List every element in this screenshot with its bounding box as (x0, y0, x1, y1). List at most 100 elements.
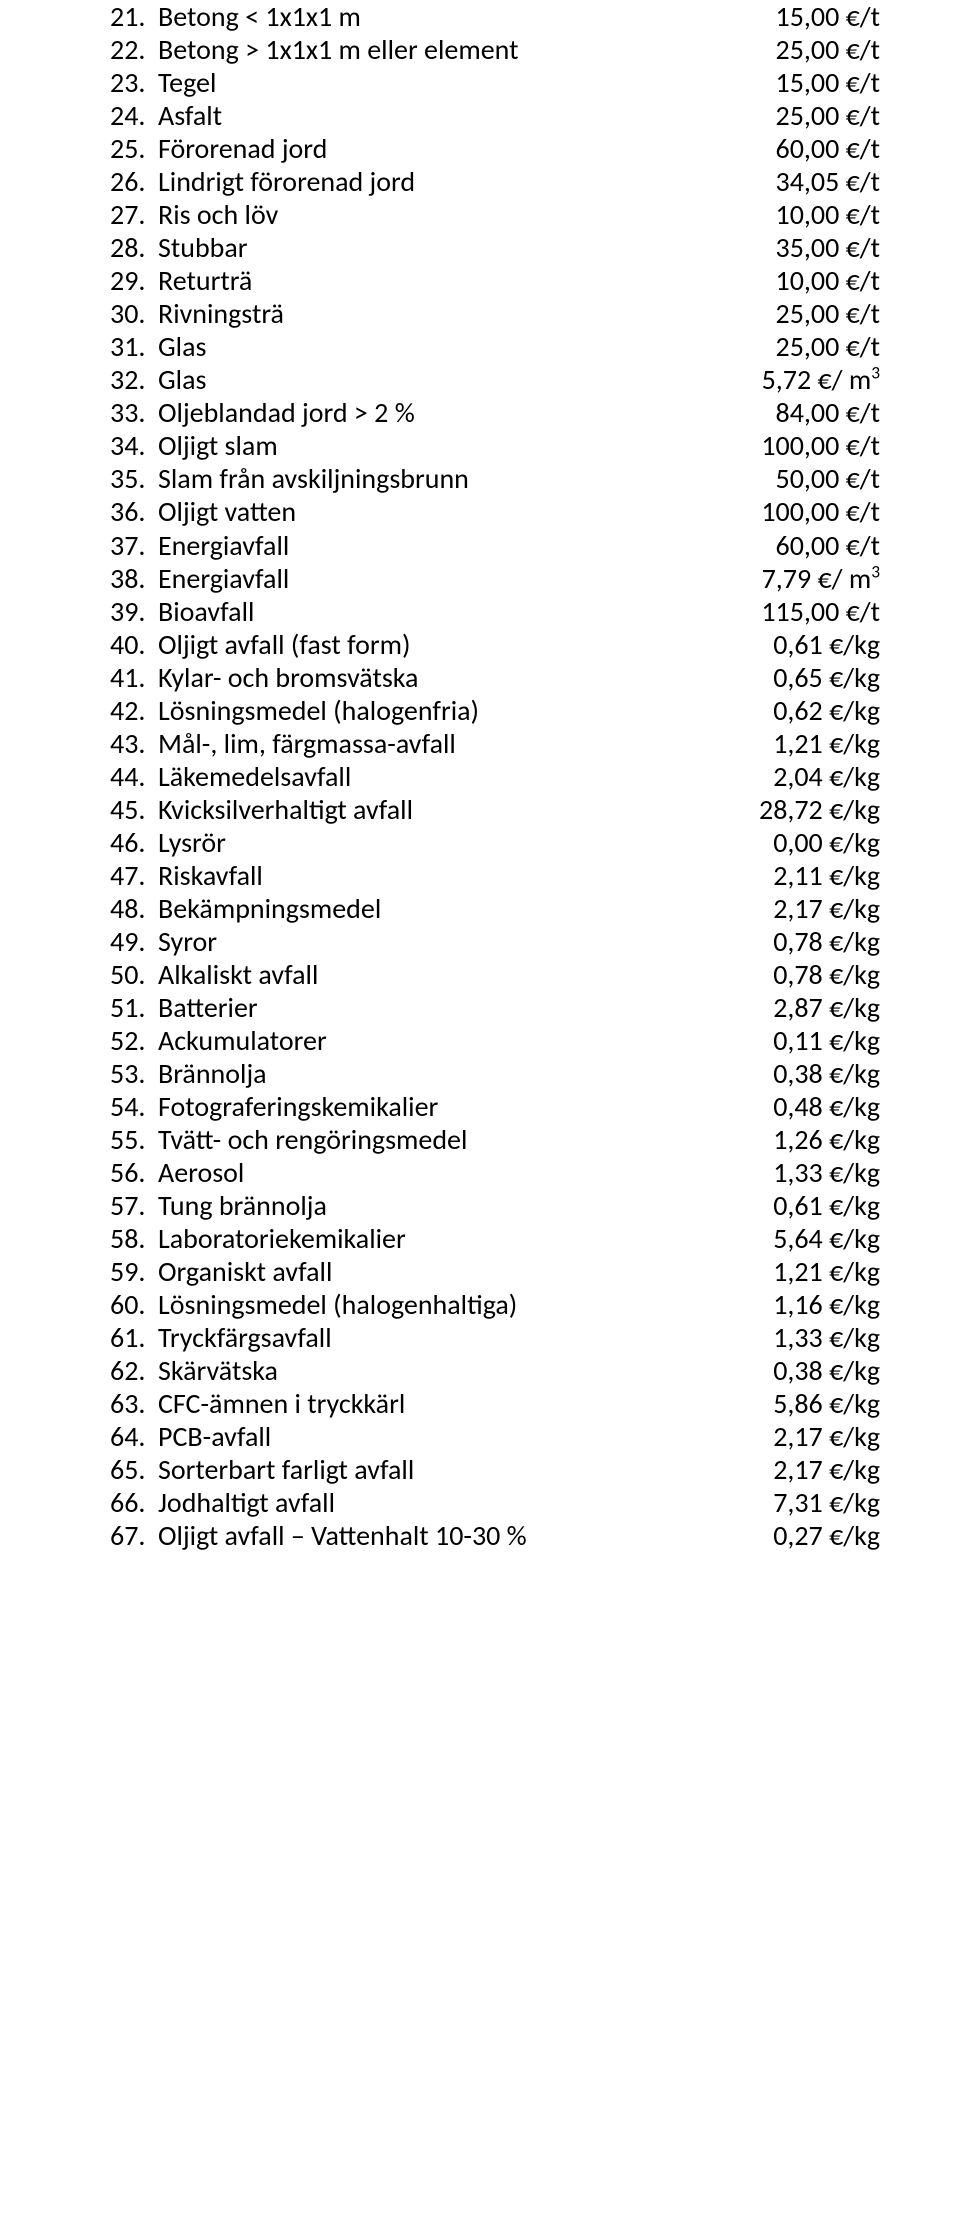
row-label: Alkaliskt avfall (158, 958, 318, 991)
row-number: 53. (110, 1057, 158, 1090)
row-price: 0,62 €/kg (773, 694, 880, 727)
row-label: Betong < 1x1x1 m (158, 0, 361, 33)
row-price: 1,33 €/kg (773, 1156, 880, 1189)
row-left: 44.Läkemedelsavfall (110, 760, 351, 793)
row-left: 42.Lösningsmedel (halogenfria) (110, 694, 479, 727)
row-left: 59.Organiskt avfall (110, 1255, 332, 1288)
row-left: 60.Lösningsmedel (halogenhaltiga) (110, 1288, 517, 1321)
row-left: 48.Bekämpningsmedel (110, 892, 381, 925)
row-left: 32.Glas (110, 363, 206, 396)
row-number: 63. (110, 1387, 158, 1420)
row-price: 100,00 €/t (761, 429, 880, 462)
row-label: Jodhaltigt avfall (158, 1486, 335, 1519)
row-label: PCB-avfall (158, 1420, 271, 1453)
row-label: Ackumulatorer (158, 1024, 327, 1057)
row-price: 25,00 €/t (776, 297, 880, 330)
price-row: 47.Riskavfall2,11 €/kg (110, 859, 880, 892)
row-number: 62. (110, 1354, 158, 1387)
row-price: 2,17 €/kg (773, 1420, 880, 1453)
row-number: 61. (110, 1321, 158, 1354)
row-number: 38. (110, 562, 158, 595)
price-row: 26.Lindrigt förorenad jord34,05 €/t (110, 165, 880, 198)
row-price: 84,00 €/t (776, 396, 880, 429)
row-left: 54.Fotograferingskemikalier (110, 1090, 438, 1123)
price-row: 29.Returträ 10,00 €/t (110, 264, 880, 297)
row-left: 26.Lindrigt förorenad jord (110, 165, 415, 198)
row-left: 34.Oljigt slam (110, 429, 278, 462)
row-label: CFC-ämnen i tryckkärl (158, 1387, 405, 1420)
price-row: 31.Glas25,00 €/t (110, 330, 880, 363)
price-row: 37.Energiavfall60,00 €/t (110, 529, 880, 562)
row-label: Glas (158, 363, 206, 396)
row-label: Läkemedelsavfall (158, 760, 351, 793)
row-number: 35. (110, 462, 158, 495)
row-price: 35,00 €/t (776, 231, 880, 264)
price-row: 65.Sorterbart farligt avfall2,17 €/kg (110, 1453, 880, 1486)
row-left: 30.Rivningsträ (110, 297, 284, 330)
row-number: 39. (110, 595, 158, 628)
row-label: Lösningsmedel (halogenfria) (158, 694, 479, 727)
row-price: 1,16 €/kg (773, 1288, 880, 1321)
price-row: 55.Tvätt- och rengöringsmedel1,26 €/kg (110, 1123, 880, 1156)
row-number: 30. (110, 297, 158, 330)
row-left: 51.Batterier (110, 991, 258, 1024)
row-left: 58.Laboratoriekemikalier (110, 1222, 406, 1255)
row-left: 39.Bioavfall (110, 595, 254, 628)
row-price: 60,00 €/t (776, 529, 880, 562)
row-left: 25.Förorenad jord (110, 132, 327, 165)
row-number: 59. (110, 1255, 158, 1288)
row-label: Mål-, lim, färgmassa-avfall (158, 727, 456, 760)
row-left: 40.Oljigt avfall (fast form) (110, 628, 410, 661)
price-row: 34.Oljigt slam 100,00 €/t (110, 429, 880, 462)
row-number: 54. (110, 1090, 158, 1123)
row-number: 42. (110, 694, 158, 727)
row-price: 0,48 €/kg (773, 1090, 880, 1123)
price-row: 53.Brännolja0,38 €/kg (110, 1057, 880, 1090)
row-number: 44. (110, 760, 158, 793)
row-label: Returträ (158, 264, 252, 297)
row-number: 34. (110, 429, 158, 462)
row-price-sup: 3 (871, 560, 880, 582)
row-number: 67. (110, 1519, 158, 1552)
price-row: 45.Kvicksilverhaltigt avfall28,72 €/kg (110, 793, 880, 826)
row-left: 62.Skärvätska (110, 1354, 278, 1387)
row-left: 50.Alkaliskt avfall (110, 958, 318, 991)
row-left: 64.PCB-avfall (110, 1420, 271, 1453)
row-number: 64. (110, 1420, 158, 1453)
row-number: 26. (110, 165, 158, 198)
row-left: 56.Aerosol (110, 1156, 244, 1189)
row-left: 29.Returträ (110, 264, 252, 297)
row-number: 29. (110, 264, 158, 297)
row-price: 7,31 €/kg (773, 1486, 880, 1519)
row-price: 0,78 €/kg (773, 925, 880, 958)
row-label: Tryckfärgsavfall (158, 1321, 332, 1354)
price-row: 35.Slam från avskiljningsbrunn50,00 €/t (110, 462, 880, 495)
price-row: 50.Alkaliskt avfall0,78 €/kg (110, 958, 880, 991)
row-price: 10,00 €/t (776, 198, 880, 231)
row-label: Tvätt- och rengöringsmedel (158, 1123, 467, 1156)
row-label: Oljeblandad jord > 2 % (158, 396, 415, 429)
row-price: 1,21 €/kg (773, 1255, 880, 1288)
row-price: 25,00 €/t (776, 33, 880, 66)
row-price: 10,00 €/t (776, 264, 880, 297)
row-left: 55.Tvätt- och rengöringsmedel (110, 1123, 467, 1156)
row-left: 57.Tung brännolja (110, 1189, 327, 1222)
price-row: 23.Tegel15,00 €/t (110, 66, 880, 99)
row-label: Bekämpningsmedel (158, 892, 381, 925)
row-number: 52. (110, 1024, 158, 1057)
row-left: 65.Sorterbart farligt avfall (110, 1453, 414, 1486)
row-number: 28. (110, 231, 158, 264)
price-row: 28.Stubbar 35,00 €/t (110, 231, 880, 264)
row-price: 0,61 €/kg (773, 1189, 880, 1222)
price-row: 58.Laboratoriekemikalier5,64 €/kg (110, 1222, 880, 1255)
price-row: 33.Oljeblandad jord > 2 %84,00 €/t (110, 396, 880, 429)
row-label: Brännolja (158, 1057, 267, 1090)
row-left: 21.Betong < 1x1x1 m (110, 0, 361, 33)
price-row: 39.Bioavfall115,00 €/t (110, 595, 880, 628)
row-label: Oljigt vatten (158, 495, 296, 528)
row-left: 28.Stubbar (110, 231, 248, 264)
price-row: 52.Ackumulatorer0,11 €/kg (110, 1024, 880, 1057)
row-label: Asfalt (158, 99, 222, 132)
row-label: Slam från avskiljningsbrunn (158, 462, 469, 495)
row-left: 47.Riskavfall (110, 859, 263, 892)
